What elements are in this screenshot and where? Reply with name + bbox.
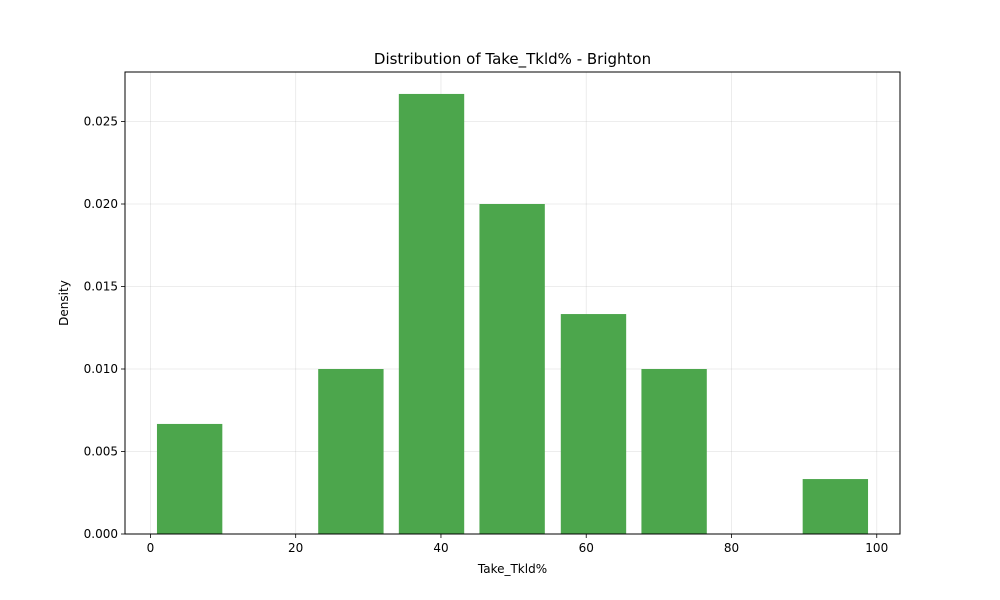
x-tick-label: 60 bbox=[579, 541, 594, 555]
histogram-bar bbox=[802, 479, 869, 534]
plot-frame bbox=[124, 71, 901, 535]
histogram-bar bbox=[560, 314, 627, 534]
x-tick-label: 80 bbox=[724, 541, 739, 555]
x-tick-label: 0 bbox=[147, 541, 155, 555]
histogram-bar bbox=[479, 204, 545, 534]
histogram-bar bbox=[318, 369, 384, 534]
histogram-bar bbox=[398, 93, 465, 534]
y-tick-label: 0.015 bbox=[84, 280, 118, 294]
chart-title: Distribution of Take_Tkld% - Brighton bbox=[374, 50, 651, 69]
axis-ticks: 0 20 40 60 80 100 0.000 0.005 0.010 0.015 0.020 0.0… bbox=[84, 115, 889, 556]
histogram-bar bbox=[641, 369, 707, 534]
y-tick-label: 0.000 bbox=[84, 527, 118, 541]
y-tick-label: 0.010 bbox=[84, 362, 118, 376]
y-axis-label: Density bbox=[57, 280, 71, 326]
y-tick-label: 0.005 bbox=[84, 445, 118, 459]
x-tick-label: 100 bbox=[865, 541, 888, 555]
y-tick-label: 0.020 bbox=[84, 197, 118, 211]
x-tick-label: 40 bbox=[433, 541, 448, 555]
x-tick-label: 20 bbox=[288, 541, 303, 555]
y-tick-label: 0.025 bbox=[84, 115, 118, 129]
bars bbox=[156, 93, 869, 534]
histogram-bar bbox=[156, 423, 223, 534]
x-axis-label: Take_Tkld% bbox=[477, 562, 547, 576]
